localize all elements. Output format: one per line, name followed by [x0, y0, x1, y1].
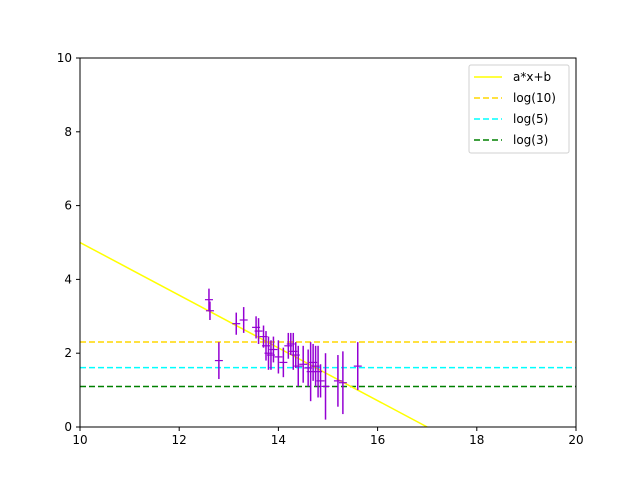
- data-point: [294, 345, 303, 387]
- axis-ticks: 10 12 14 16 18 20 0 2 4 6 8 10: [57, 51, 584, 447]
- y-tick-label: 0: [64, 420, 72, 434]
- data-point: [299, 345, 308, 383]
- x-tick-label: 18: [469, 433, 484, 447]
- data-point: [232, 312, 241, 335]
- y-tick-label: 6: [64, 199, 72, 213]
- data-point: [239, 307, 248, 333]
- data-point: [204, 288, 213, 311]
- legend-label: log(10): [513, 91, 556, 105]
- legend-label: log(5): [513, 112, 548, 126]
- x-tick-label: 10: [72, 433, 87, 447]
- errorbar-points: [204, 288, 362, 420]
- data-point: [333, 355, 342, 407]
- legend-label: log(3): [513, 133, 548, 147]
- data-point: [269, 336, 278, 363]
- y-tick-label: 10: [57, 51, 72, 65]
- data-point: [353, 342, 362, 391]
- legend-box: [468, 64, 570, 154]
- legend: a*x+b log(10) log(5) log(3): [468, 64, 570, 154]
- data-point: [316, 364, 325, 398]
- data-point: [274, 340, 283, 374]
- fit-line-layer: [80, 241, 428, 427]
- y-tick-label: 4: [64, 272, 72, 286]
- plot-frame: [79, 57, 577, 428]
- data-point: [338, 351, 347, 415]
- data-point: [279, 347, 288, 378]
- x-tick-label: 20: [568, 433, 583, 447]
- legend-label: a*x+b: [513, 70, 551, 84]
- x-tick-label: 16: [370, 433, 385, 447]
- y-tick-label: 8: [64, 125, 72, 139]
- data-point: [321, 353, 330, 420]
- x-tick-label: 12: [172, 433, 187, 447]
- fit-line: [80, 241, 428, 427]
- data-point: [205, 301, 214, 320]
- y-tick-label: 2: [64, 346, 72, 360]
- data-point: [254, 318, 263, 344]
- data-point: [214, 342, 223, 380]
- x-tick-label: 14: [271, 433, 286, 447]
